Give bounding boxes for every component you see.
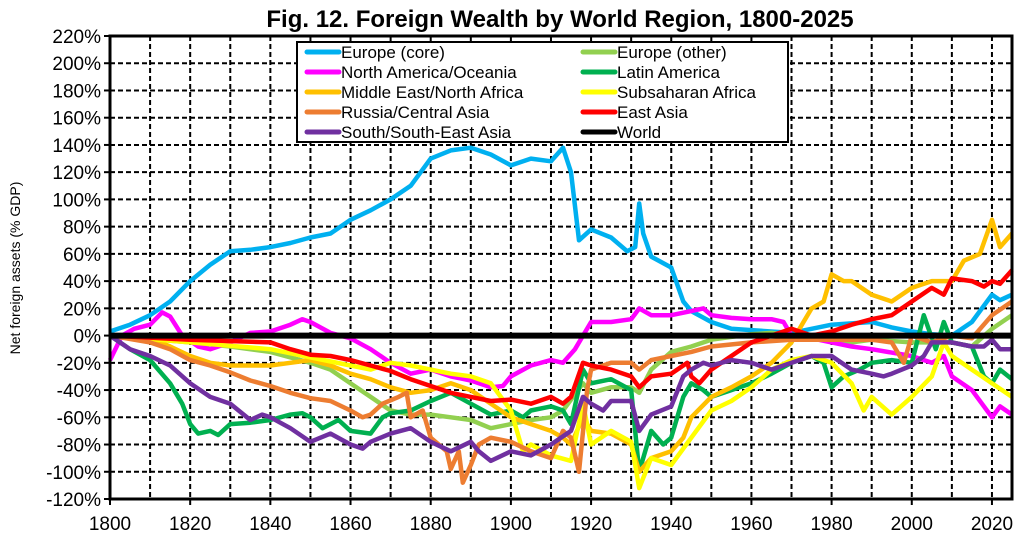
legend-label: World	[617, 123, 661, 142]
x-tick-label: 1820	[169, 514, 211, 535]
x-tick-label: 1900	[490, 514, 532, 535]
legend-label: Latin America	[617, 63, 721, 82]
legend-item: East Asia	[580, 103, 688, 122]
x-tick-label: 1920	[570, 514, 612, 535]
legend-label: Middle East/North Africa	[341, 83, 524, 102]
axes: -120% -100% -80% -60% -40% -20% 0% 20% 40% 60% 80%…	[46, 27, 1014, 535]
y-tick-label: 220%	[52, 27, 101, 48]
y-tick-label: 40%	[63, 272, 101, 293]
legend-item: Europe (other)	[580, 43, 727, 62]
x-tick-label: 1860	[329, 514, 371, 535]
chart-title: Fig. 12. Foreign Wealth by World Region,…	[266, 6, 853, 33]
x-tick-label: 2000	[891, 514, 933, 535]
y-axis-label: Net foreign assets (% GDP)	[7, 182, 23, 355]
y-tick-label: 140%	[52, 136, 101, 157]
y-tick-label: 60%	[63, 245, 101, 266]
y-tick-label: 180%	[52, 81, 101, 102]
y-tick-label: 20%	[63, 299, 101, 320]
legend-item: Latin America	[580, 63, 721, 82]
y-tick-label: 120%	[52, 163, 101, 184]
series-line-east-asia	[109, 268, 1014, 406]
plot-frame	[108, 34, 1014, 501]
x-tick-label: 1840	[249, 514, 291, 535]
legend: Europe (core) Europe (other) North America…	[296, 41, 789, 143]
legend-label: Russia/Central Asia	[341, 103, 490, 122]
y-tick-label: -120%	[46, 490, 101, 511]
y-tick-label: -60%	[57, 408, 101, 429]
legend-label: East Asia	[617, 103, 688, 122]
legend-label: Europe (other)	[617, 43, 727, 62]
x-tick-label: 2020	[971, 514, 1013, 535]
legend-label: Subsaharan Africa	[617, 83, 756, 102]
y-tick-label: 100%	[52, 190, 101, 211]
legend-item: Subsaharan Africa	[580, 83, 756, 102]
y-tick-label: -100%	[46, 463, 101, 484]
series-lines	[107, 145, 1014, 491]
legend-box	[296, 41, 789, 143]
x-tick-label: 1940	[650, 514, 692, 535]
legend-item: World	[580, 123, 661, 142]
legend-label: North America/Oceania	[341, 63, 517, 82]
x-tick-label: 1800	[89, 514, 131, 535]
series-line-south-south-east-asia	[108, 333, 1012, 464]
legend-item: South/South-East Asia	[304, 123, 512, 142]
legend-item: Russia/Central Asia	[304, 103, 490, 122]
y-tick-label: 160%	[52, 109, 101, 130]
y-tick-label: -80%	[57, 436, 101, 457]
legend-item: North America/Oceania	[304, 63, 517, 82]
legend-label: Europe (core)	[341, 43, 445, 62]
x-tick-label: 1980	[810, 514, 852, 535]
legend-item: Middle East/North Africa	[304, 83, 524, 102]
x-tick-label: 1960	[730, 514, 772, 535]
legend-label: South/South-East Asia	[341, 123, 512, 142]
y-tick-label: 0%	[74, 327, 102, 348]
y-tick-label: -40%	[57, 381, 101, 402]
series-line-latin-america	[108, 312, 1014, 475]
x-tick-label: 1880	[410, 514, 452, 535]
series-line-russia-central-asia	[109, 299, 1014, 485]
y-tick-label: 80%	[63, 218, 101, 239]
y-tick-label: -20%	[57, 354, 101, 375]
y-tick-label: 200%	[52, 54, 101, 75]
legend-item: Europe (core)	[304, 43, 445, 62]
series-line-subsaharan-africa	[109, 333, 1014, 491]
